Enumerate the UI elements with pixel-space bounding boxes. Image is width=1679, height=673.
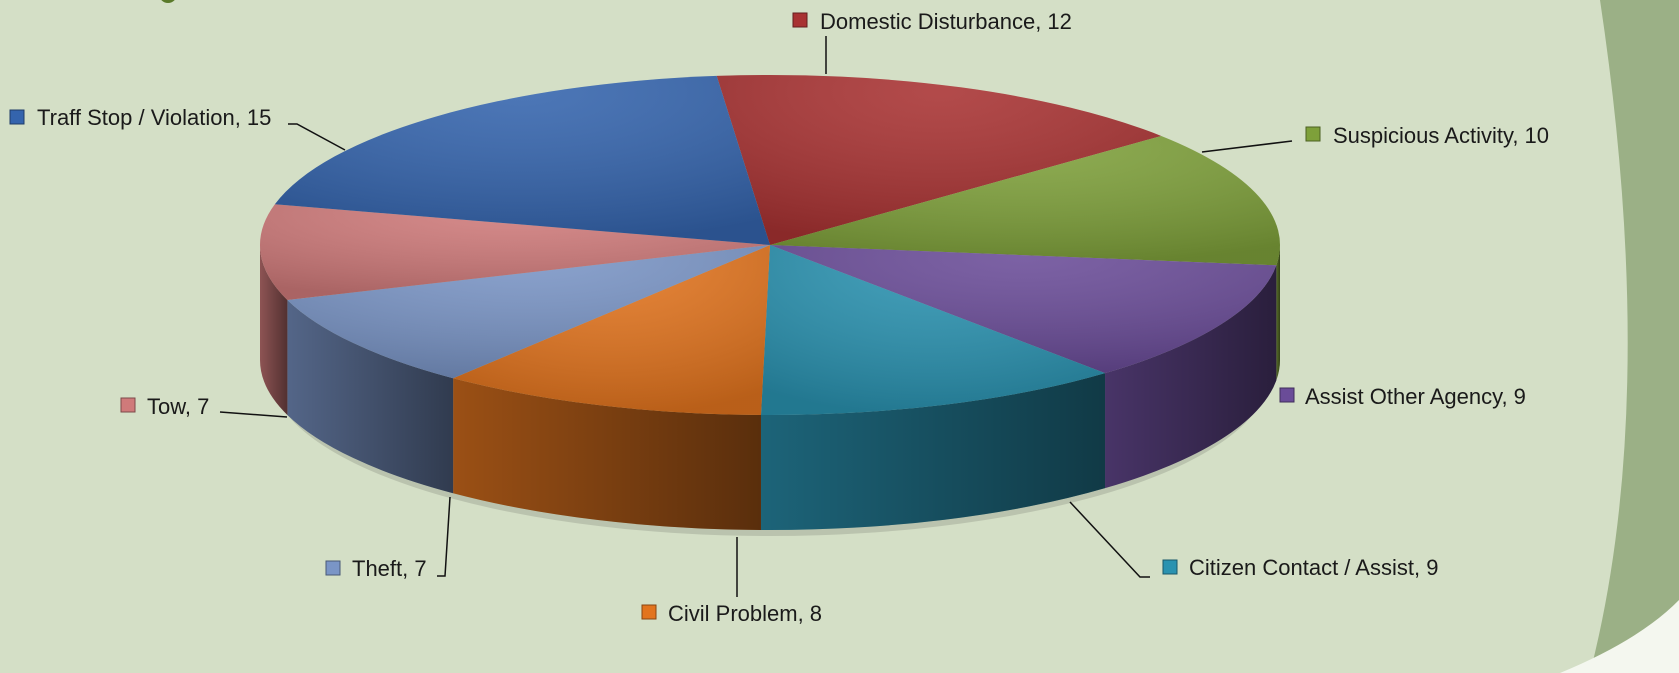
data-label-text-6: Tow, 7	[147, 394, 209, 419]
data-label-text-7: Traff Stop / Violation, 15	[37, 105, 271, 130]
pie-tops	[260, 75, 1281, 415]
data-label-text-3: Citizen Contact / Assist, 9	[1189, 555, 1438, 580]
label-swatch-1	[1305, 126, 1321, 142]
data-label-3: Citizen Contact / Assist, 9	[1069, 501, 1438, 580]
leader-line-3	[1069, 501, 1150, 578]
data-label-text-1: Suspicious Activity, 10	[1333, 123, 1549, 148]
data-label-0: Domestic Disturbance, 12	[792, 9, 1072, 74]
pie-slice-shade-3	[760, 245, 1106, 415]
pie-slice-shade-6	[260, 204, 770, 300]
label-swatch-6	[120, 397, 136, 413]
data-label-text-0: Domestic Disturbance, 12	[820, 9, 1072, 34]
label-swatch-2	[1279, 387, 1295, 403]
pie-side-shade-1	[1276, 245, 1280, 381]
data-label-text-5: Theft, 7	[352, 556, 427, 581]
label-swatch-4	[641, 604, 657, 620]
pie-slice-shade-1	[770, 135, 1281, 266]
data-labels: Domestic Disturbance, 12 Suspicious Activ…	[9, 9, 1549, 626]
pie-slice-shade-0	[716, 75, 1162, 245]
data-label-2: Assist Other Agency, 9	[1279, 384, 1526, 409]
leader-line-1	[1201, 140, 1293, 153]
pie-slice-shade-7	[274, 75, 770, 245]
data-label-1: Suspicious Activity, 10	[1201, 123, 1549, 153]
label-swatch-7	[9, 109, 25, 125]
pie-side-shade-4	[453, 378, 761, 530]
data-label-text-4: Civil Problem, 8	[668, 601, 822, 626]
data-label-4: Civil Problem, 8	[641, 537, 822, 626]
data-label-7: Traff Stop / Violation, 15	[9, 105, 346, 151]
leader-line-5	[437, 496, 451, 577]
pie-side-shade-3	[760, 373, 1106, 530]
pie-slice-shade-4	[453, 245, 770, 415]
pie-side-shade-6	[260, 245, 288, 415]
data-label-6: Tow, 7	[120, 394, 288, 419]
leader-line-6	[219, 411, 288, 418]
data-label-text-2: Assist Other Agency, 9	[1305, 384, 1526, 409]
pie-slice-shade-2	[770, 245, 1277, 374]
label-swatch-5	[325, 560, 341, 576]
label-swatch-0	[792, 12, 808, 28]
label-swatch-3	[1162, 559, 1178, 575]
pie-side-shade-2	[1105, 265, 1277, 489]
data-label-5: Theft, 7	[325, 496, 451, 581]
pie-slice-shade-5	[287, 245, 770, 379]
pie-side-shade-5	[287, 299, 454, 494]
leader-line-7	[288, 123, 346, 151]
